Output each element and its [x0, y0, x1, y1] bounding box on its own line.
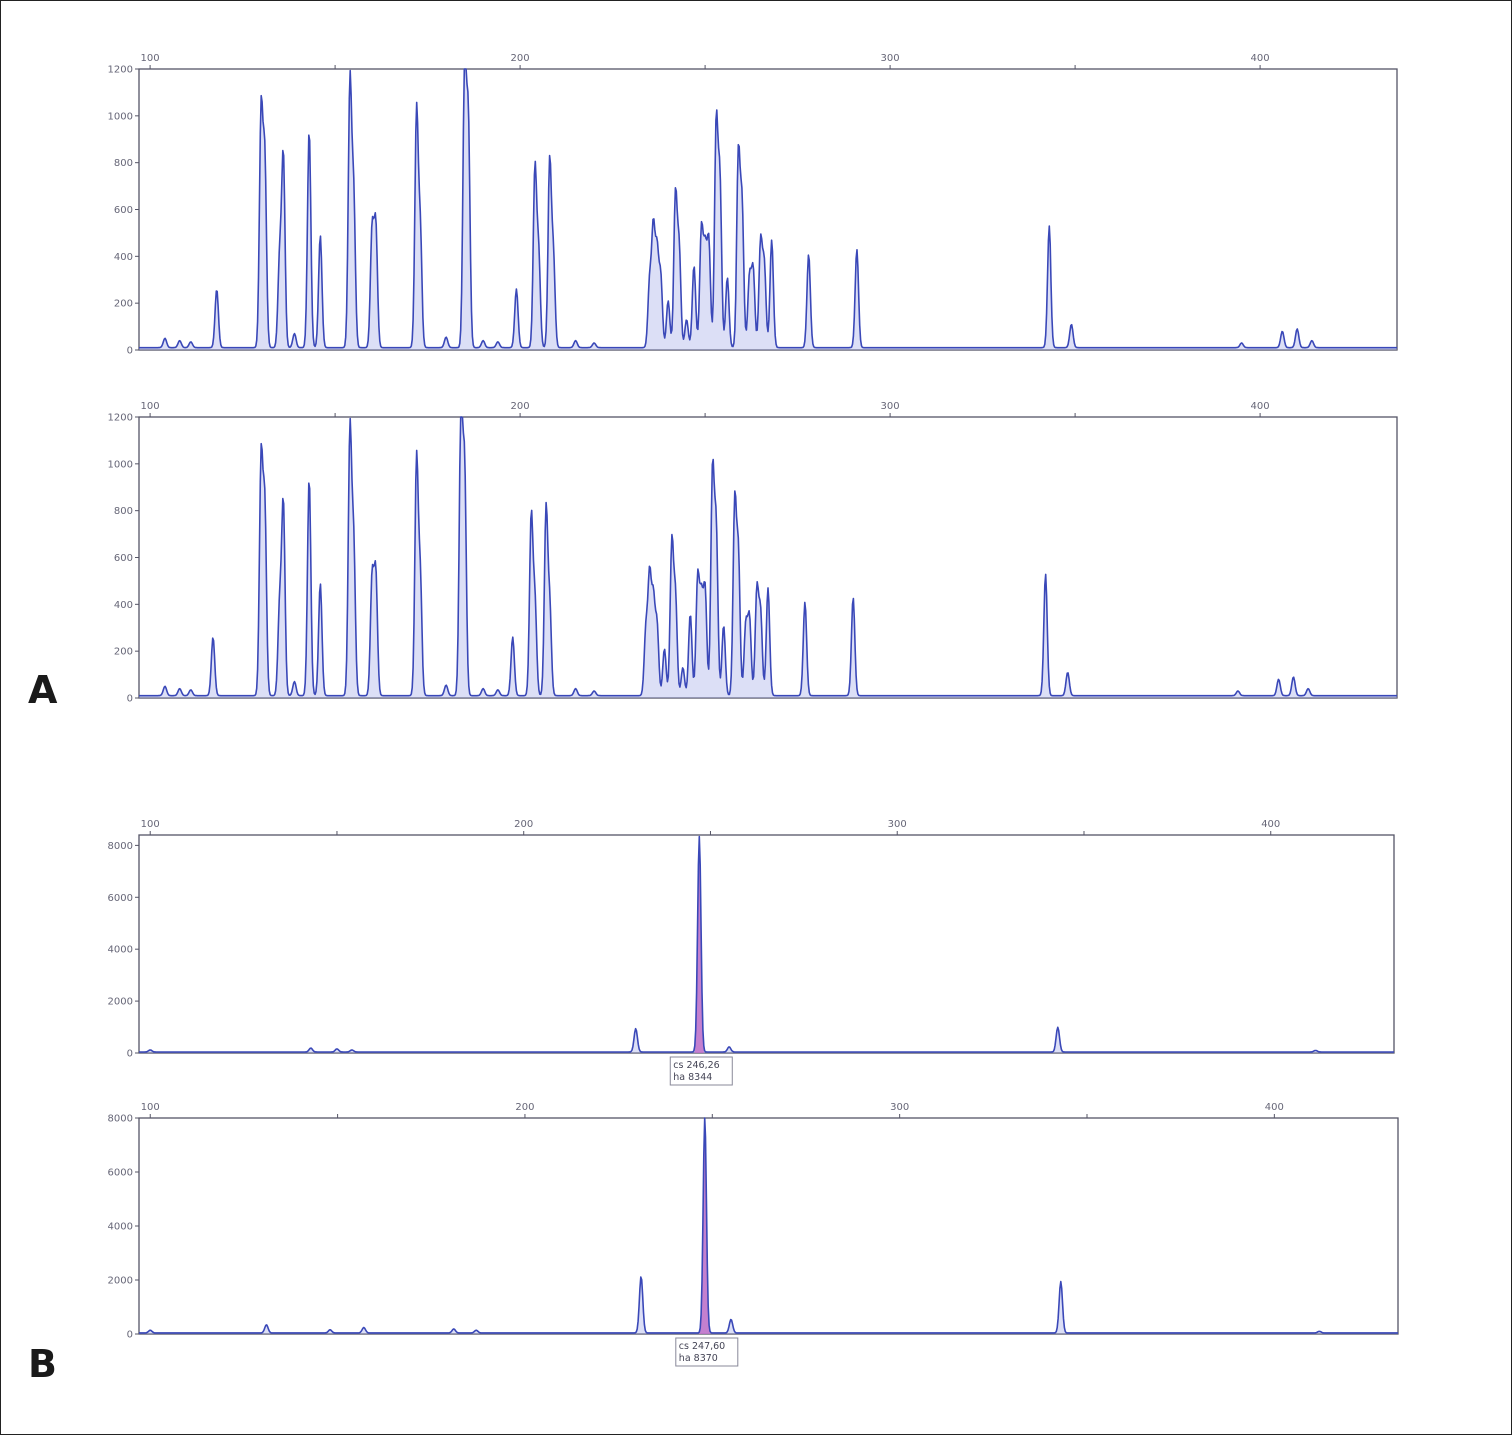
y-tick-label: 200: [114, 299, 133, 310]
y-tick-label: 800: [114, 506, 133, 517]
x-tick-label: 200: [514, 819, 533, 830]
y-tick-label: 2000: [108, 997, 133, 1008]
y-tick-label: 0: [127, 1330, 133, 1341]
peak-annotation-box: [669, 1056, 733, 1086]
x-tick-label: 300: [890, 1102, 909, 1113]
trace-line: [139, 68, 1397, 349]
y-tick-label: 1200: [108, 65, 133, 76]
y-tick-label: 1000: [108, 459, 133, 470]
x-tick-label: 300: [881, 401, 900, 412]
y-tick-label: 6000: [108, 893, 133, 904]
y-tick-label: 0: [127, 694, 133, 705]
x-tick-label: 300: [888, 819, 907, 830]
peak-annotation-text: cs 246,26: [673, 1060, 719, 1071]
x-tick-label: 100: [141, 401, 160, 412]
y-tick-label: 600: [114, 553, 133, 564]
x-tick-label: 200: [515, 1102, 534, 1113]
trace-fill: [139, 836, 1394, 1053]
x-tick-label: 400: [1265, 1102, 1284, 1113]
plot-frame: [138, 1117, 1399, 1335]
trace-line: [139, 1117, 1398, 1334]
plot-frame: [138, 68, 1398, 351]
chart-panel-1: 100 200 300 400 0 200 400 600 800 1000 1200: [108, 53, 1398, 357]
x-tick-label: 100: [141, 53, 160, 64]
y-tick-label: 8000: [108, 841, 133, 852]
x-tick-label: 400: [1251, 401, 1270, 412]
trace-line: [139, 835, 1394, 1053]
plot-frame: [138, 834, 1395, 1054]
peak-annotation-text: ha 8344: [673, 1072, 712, 1083]
y-tick-label: 1200: [108, 413, 133, 424]
y-tick-label: 400: [114, 252, 133, 263]
y-tick-label: 1000: [108, 111, 133, 122]
trace-fill: [139, 69, 1397, 350]
peak-annotation-text: ha 8370: [679, 1353, 718, 1364]
x-tick-label: 300: [881, 53, 900, 64]
y-tick-label: 600: [114, 205, 133, 216]
panel-label-b: B: [28, 1342, 57, 1386]
x-tick-label: 200: [511, 53, 530, 64]
trace-line: [139, 416, 1397, 697]
trace-fill: [139, 1118, 1398, 1334]
x-tick-label: 200: [511, 401, 530, 412]
y-tick-label: 400: [114, 600, 133, 611]
y-tick-label: 6000: [108, 1168, 133, 1179]
x-tick-label: 100: [141, 819, 160, 830]
chart-panel-2: 100 200 300 400 0 200 400 600 800 1000 1200: [108, 401, 1398, 705]
y-tick-label: 0: [127, 346, 133, 357]
y-tick-label: 200: [114, 647, 133, 658]
y-tick-label: 800: [114, 158, 133, 169]
y-tick-label: 0: [127, 1049, 133, 1060]
x-tick-label: 400: [1261, 819, 1280, 830]
peak-annotation-text: cs 247,60: [679, 1341, 725, 1352]
y-tick-label: 4000: [108, 1222, 133, 1233]
y-tick-label: 8000: [108, 1114, 133, 1125]
trace-fill: [139, 417, 1397, 698]
y-tick-label: 4000: [108, 945, 133, 956]
x-tick-label: 100: [141, 1102, 160, 1113]
y-tick-label: 2000: [108, 1276, 133, 1287]
x-tick-label: 400: [1251, 53, 1270, 64]
panel-label-a: A: [28, 668, 58, 712]
peak-annotation-box: [675, 1337, 739, 1367]
